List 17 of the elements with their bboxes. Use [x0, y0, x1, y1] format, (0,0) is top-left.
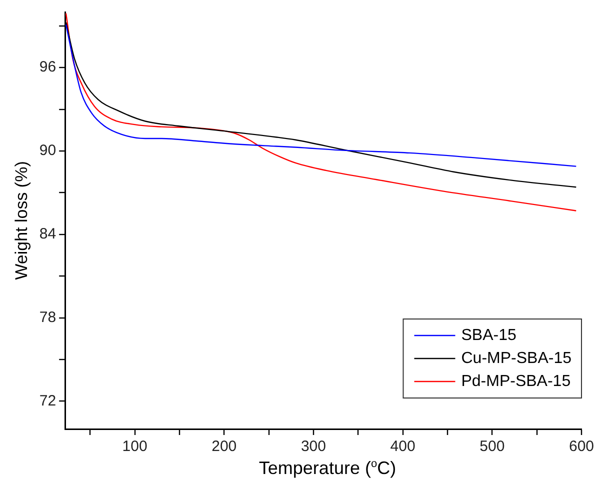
y-axis-title: Weight loss (%): [12, 161, 31, 280]
line-series: [65, 12, 577, 212]
x-tick-label: 400: [390, 438, 416, 456]
y-tick-label: 72: [39, 392, 56, 410]
x-tick-label: 200: [212, 438, 237, 456]
y-tick-label: 96: [39, 58, 56, 76]
x-tick-label: 300: [300, 438, 326, 456]
legend-label: Cu-MP-SBA-15: [461, 350, 572, 367]
legend-label: SBA-15: [461, 326, 516, 344]
legend-label: Pd-MP-SBA-15: [461, 372, 571, 390]
y-tick-label: 84: [39, 226, 56, 243]
x-tick-label: 100: [122, 438, 148, 456]
y-tick-label: 90: [39, 142, 56, 160]
x-axis-title: Temperature ($^{o}$C): [258, 458, 398, 479]
x-tick-label: 600: [568, 438, 594, 456]
y-tick-label: 78: [39, 308, 56, 326]
x-tick-label: 500: [480, 438, 505, 456]
